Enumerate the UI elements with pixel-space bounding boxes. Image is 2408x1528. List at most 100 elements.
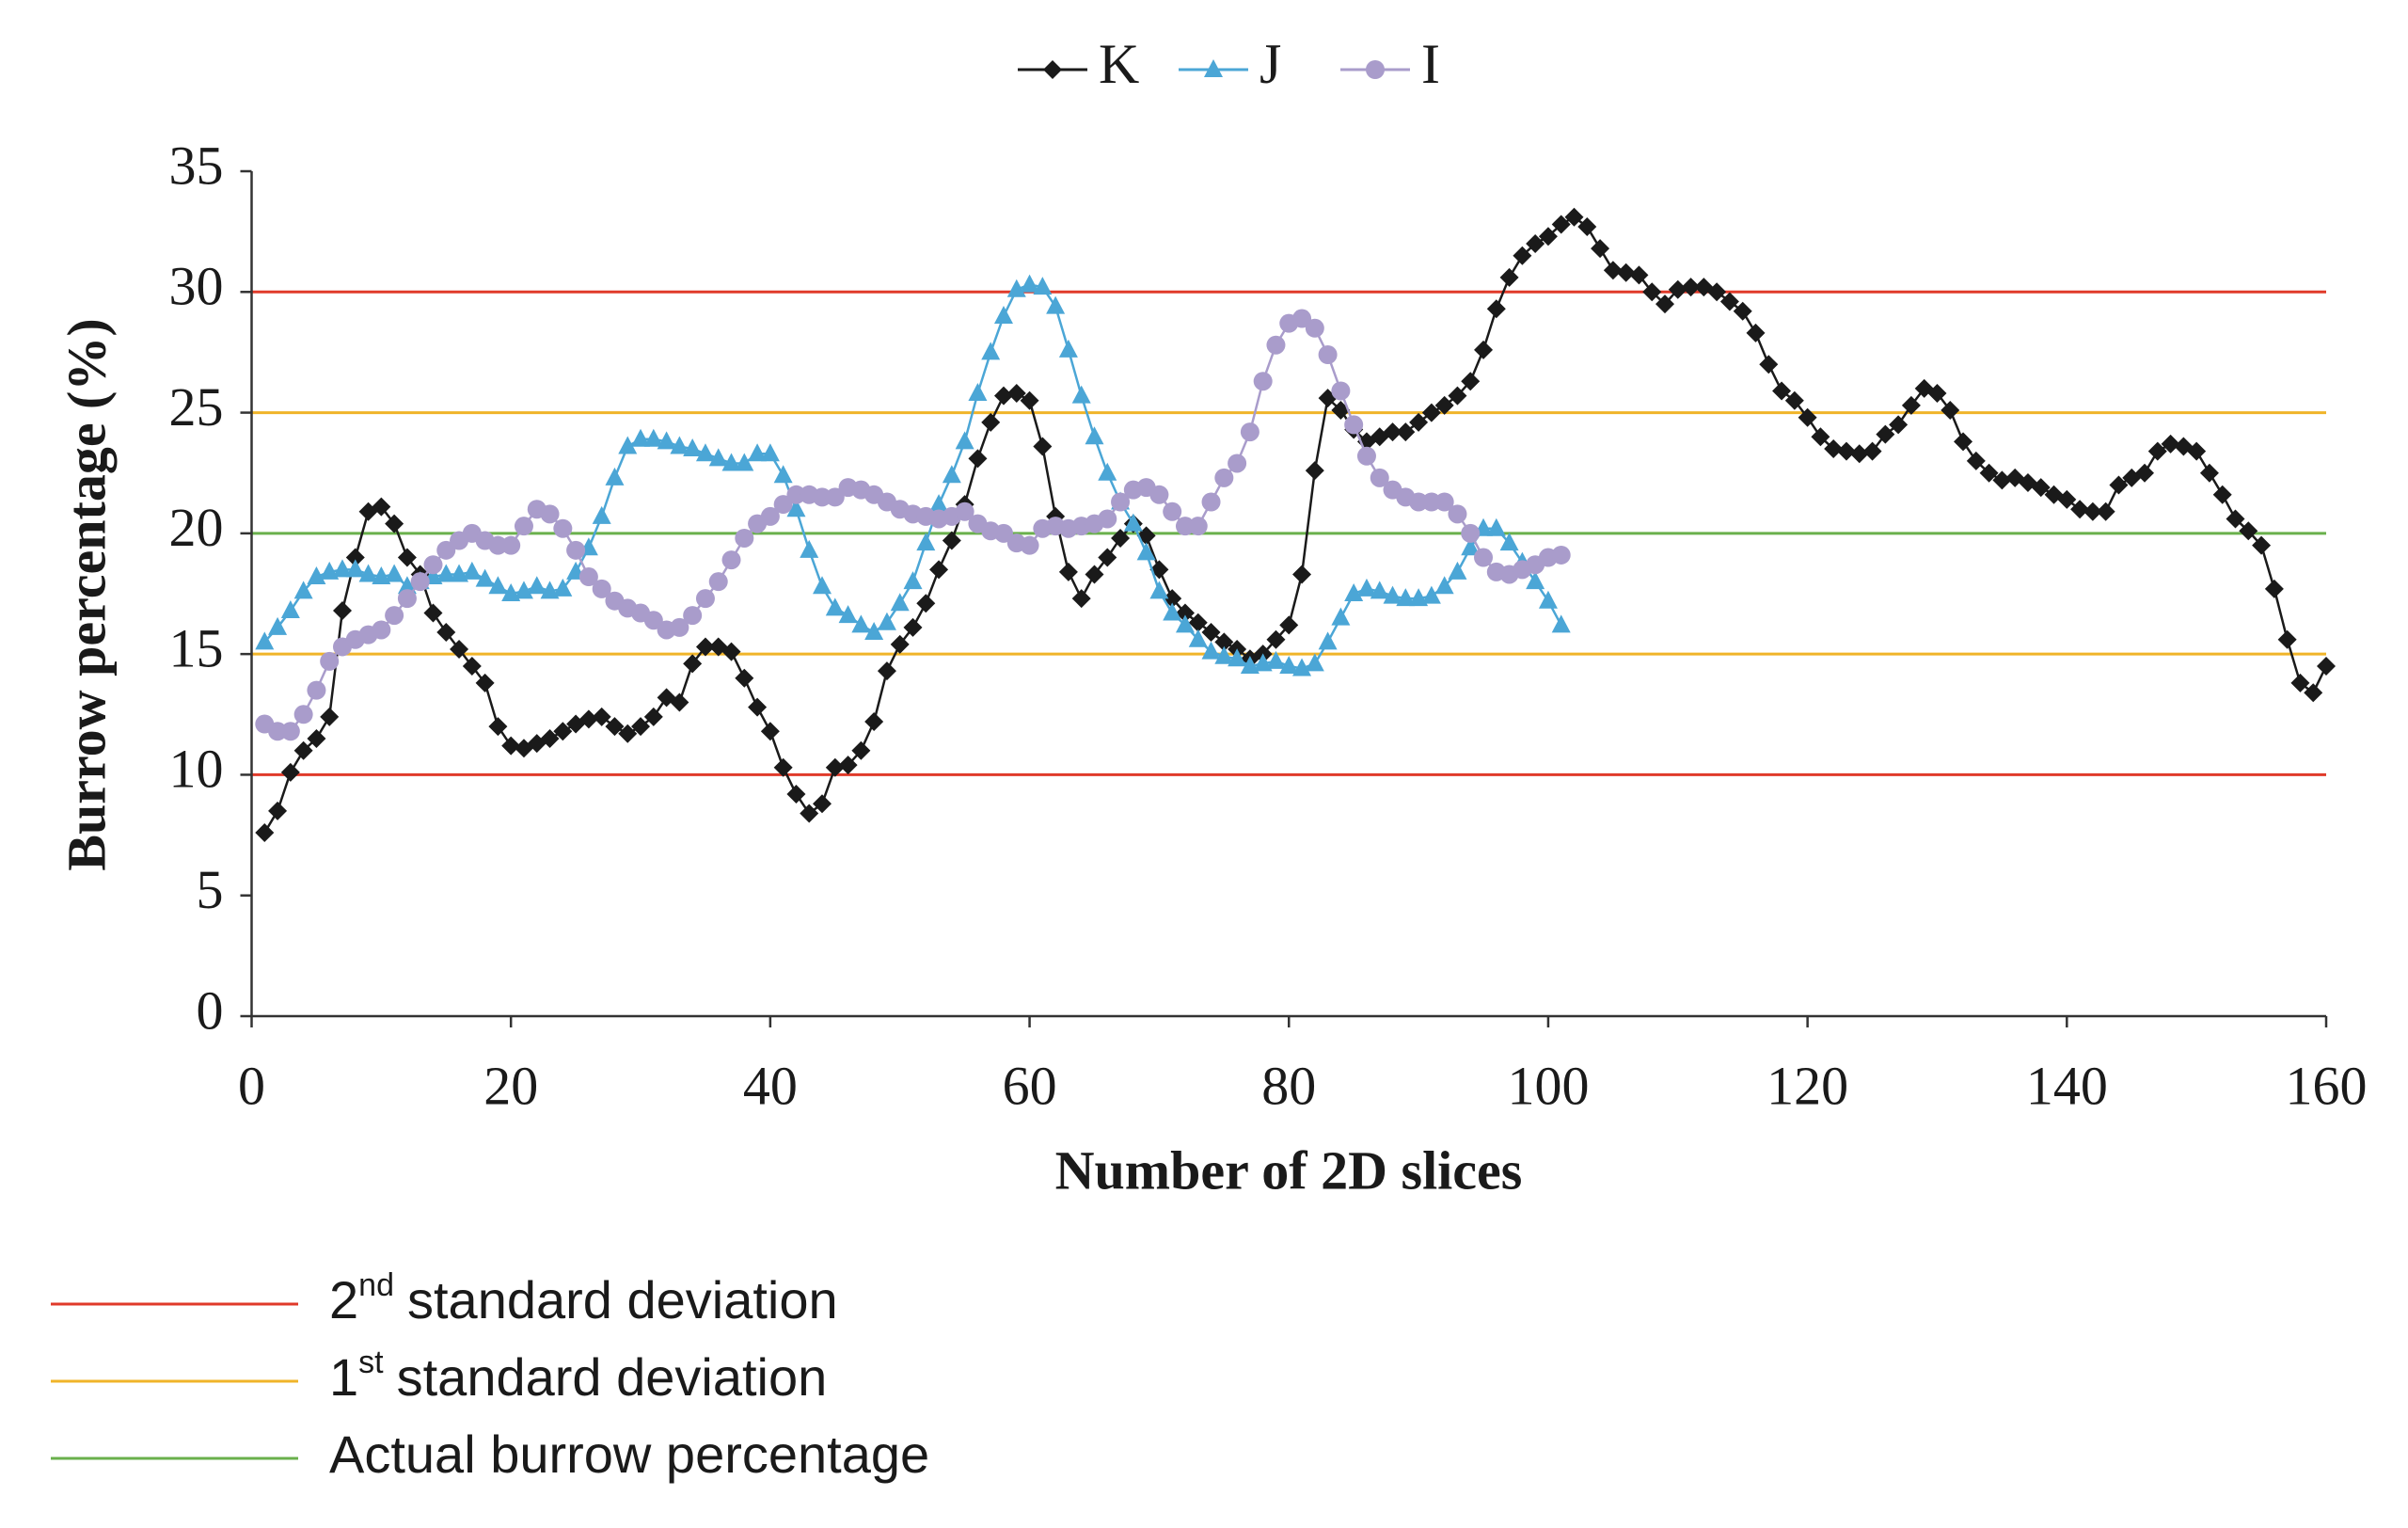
marker: [255, 823, 275, 843]
marker: [268, 722, 288, 741]
marker: [1046, 295, 1066, 314]
marker: [332, 559, 352, 578]
marker: [320, 651, 340, 671]
x-tick-label: 140: [2026, 1055, 2108, 1116]
marker: [475, 673, 495, 692]
marker: [1279, 615, 1299, 635]
marker: [786, 499, 806, 517]
x-tick-label: 40: [743, 1055, 798, 1116]
marker: [1175, 614, 1195, 633]
marker: [540, 728, 560, 748]
marker: [1228, 648, 1247, 667]
marker: [1992, 470, 2012, 490]
marker: [397, 589, 417, 609]
marker: [1824, 439, 1844, 459]
marker: [1204, 59, 1223, 77]
marker: [1188, 517, 1208, 536]
marker: [643, 428, 663, 447]
marker: [618, 436, 638, 454]
marker: [332, 600, 352, 620]
marker: [2290, 673, 2310, 692]
marker: [358, 564, 378, 582]
legend-superscript: st: [358, 1345, 384, 1380]
marker: [1526, 571, 1545, 590]
marker: [1305, 461, 1324, 481]
marker: [760, 506, 780, 526]
legend-label: Actual burrow percentage: [329, 1425, 929, 1484]
marker: [1836, 441, 1856, 461]
marker: [2212, 485, 2232, 504]
marker: [2135, 463, 2155, 483]
y-tick-label: 35: [169, 135, 224, 196]
marker: [2109, 475, 2129, 495]
marker: [1331, 607, 1351, 626]
marker: [1366, 60, 1385, 79]
marker: [1784, 390, 1804, 410]
marker: [670, 692, 689, 712]
marker: [1474, 340, 1494, 359]
marker: [877, 612, 896, 630]
marker: [1655, 294, 1674, 314]
marker: [1448, 504, 1467, 524]
marker: [397, 576, 417, 595]
marker: [1746, 323, 1766, 342]
marker: [1071, 589, 1091, 609]
marker: [1043, 60, 1062, 79]
marker: [683, 654, 703, 674]
marker: [1966, 451, 1986, 470]
marker: [825, 757, 845, 777]
marker: [748, 443, 768, 462]
marker: [1668, 279, 1687, 299]
legend-label: J: [1259, 33, 1281, 95]
marker: [1356, 446, 1376, 466]
marker: [2083, 501, 2102, 521]
series-line: [263, 215, 2328, 834]
marker: [1085, 426, 1104, 445]
marker: [1098, 509, 1117, 529]
marker: [721, 642, 741, 661]
marker: [2277, 629, 2297, 649]
marker: [683, 438, 703, 457]
marker: [1616, 263, 1636, 282]
marker: [578, 709, 598, 729]
marker: [2147, 441, 2167, 461]
marker: [1421, 492, 1441, 512]
marker: [1305, 318, 1324, 338]
marker: [1798, 407, 1817, 427]
marker: [890, 634, 910, 654]
marker: [1434, 576, 1454, 595]
marker: [423, 555, 443, 575]
marker: [436, 623, 456, 643]
marker: [385, 514, 404, 533]
legend-number: 1: [329, 1347, 358, 1407]
marker: [721, 550, 741, 570]
marker: [307, 728, 326, 748]
marker: [942, 465, 961, 484]
marker: [372, 620, 391, 640]
marker: [735, 668, 754, 688]
y-tick-label: 0: [197, 979, 224, 1041]
marker: [1175, 603, 1195, 623]
marker: [825, 487, 845, 507]
marker: [618, 724, 638, 743]
marker: [1058, 562, 1078, 581]
marker: [1214, 468, 1234, 487]
marker: [1551, 614, 1571, 633]
x-tick-label: 20: [483, 1055, 538, 1116]
marker: [838, 605, 858, 624]
legend-label: I: [1421, 33, 1440, 95]
marker: [1033, 277, 1053, 295]
marker: [1020, 390, 1039, 410]
marker: [1811, 427, 1830, 447]
marker: [1889, 415, 1909, 435]
marker: [1409, 492, 1429, 512]
marker: [1020, 274, 1039, 293]
marker: [786, 784, 806, 804]
marker: [1719, 292, 1739, 311]
marker: [1111, 528, 1131, 548]
marker: [1448, 386, 1467, 406]
marker: [501, 736, 521, 756]
marker: [1201, 641, 1221, 660]
marker: [1383, 422, 1402, 442]
marker: [462, 561, 482, 580]
